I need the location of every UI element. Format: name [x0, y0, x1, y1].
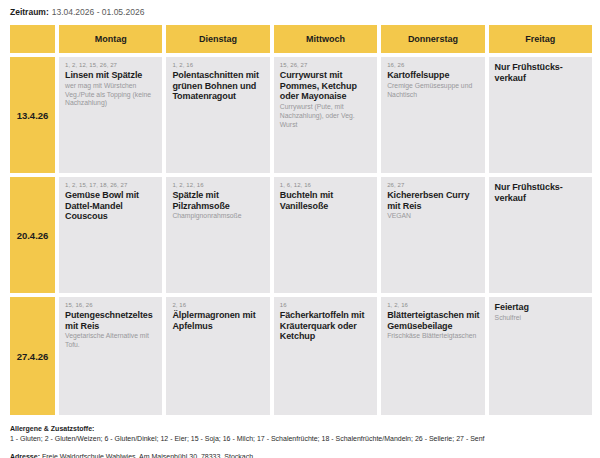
day-header-freitag: Freitag: [489, 25, 592, 53]
address-value: Freie Waldorfschule Wahlwies, Am Maisenb…: [42, 453, 253, 458]
meal-plan-table: Montag Dienstag Mittwoch Donnerstag Frei…: [10, 25, 592, 415]
meal-title: Currywurst mit Pommes, Ketchup oder Mayo…: [280, 70, 372, 102]
allergen-codes: 1, 2, 16: [387, 302, 479, 309]
meal-title: Kichererbsen Curry mit Reis: [387, 190, 479, 211]
allergen-codes: 15, 26, 27: [280, 62, 372, 69]
address-label: Adresse:: [10, 453, 40, 458]
meal-title: Nur Frühstücks-verkauf: [495, 182, 587, 203]
allergen-codes: 1, 2, 12, 15, 26, 27: [65, 62, 157, 69]
meal-note: VEGAN: [387, 212, 479, 221]
meal-cell: 1, 2, 12, 16 Spätzle mit Pilzrahmsoße Ch…: [166, 177, 269, 293]
date-cell: 20.4.26: [10, 177, 55, 293]
allergen-codes: 1, 2, 16: [172, 62, 264, 69]
allergen-codes: 1, 6, 12, 16: [280, 182, 372, 189]
meal-title: Nur Frühstücks-verkauf: [495, 62, 587, 83]
allergen-codes: 16, 26: [387, 62, 479, 69]
meal-cell: Nur Frühstücks-verkauf: [489, 177, 592, 293]
meal-cell: 16 Fächerkartoffeln mit Kräuterquark ode…: [274, 297, 377, 415]
meal-title: Polentaschnitten mit grünen Bohnen und T…: [172, 70, 264, 102]
meal-note: Currywurst (Pute, mit Nachzahlung), oder…: [280, 103, 372, 129]
meal-title: Kartoffelsuppe: [387, 70, 479, 81]
meal-title: Feiertag: [495, 302, 587, 313]
corner-cell: [10, 25, 55, 53]
meal-cell: 1, 6, 12, 16 Buchteln mit Vanillesoße: [274, 177, 377, 293]
address-line: Adresse: Freie Waldorfschule Wahlwies, A…: [10, 452, 592, 458]
allergens-legend: 1 - Gluten; 2 - Gluten/Weizen; 6 - Glute…: [10, 434, 592, 444]
allergen-codes: 15, 16, 26: [65, 302, 157, 309]
meal-cell: 1, 2, 16 Blätterteigtaschen mit Gemüsebe…: [381, 297, 484, 415]
day-header-montag: Montag: [59, 25, 162, 53]
period-line: Zeitraum:13.04.2026 - 01.05.2026: [10, 7, 592, 17]
meal-title: Putengeschnetzeltes mit Reis: [65, 310, 157, 331]
footer: Allergene & Zusatzstoffe: 1 - Gluten; 2 …: [10, 424, 592, 458]
date-cell: 13.4.26: [10, 57, 55, 173]
period-value: 13.04.2026 - 01.05.2026: [52, 7, 145, 17]
meal-title: Fächerkartoffeln mit Kräuterquark oder K…: [280, 310, 372, 342]
meal-title: Gemüse Bowl mit Dattel-Mandel Couscous: [65, 190, 157, 222]
meal-note: Champignonrahmsoße: [172, 212, 264, 221]
day-header-dienstag: Dienstag: [166, 25, 269, 53]
day-header-mittwoch: Mittwoch: [274, 25, 377, 53]
date-cell: 27.4.26: [10, 297, 55, 415]
meal-title: Blätterteigtaschen mit Gemüsebeilage: [387, 310, 479, 331]
meal-note: Cremige Gemüsesuppe und Nachtisch: [387, 82, 479, 100]
allergen-codes: 26, 27: [387, 182, 479, 189]
allergen-codes: 1, 2, 12, 16: [172, 182, 264, 189]
allergen-codes: 16: [280, 302, 372, 309]
meal-title: Älplermagronen mit Apfelmus: [172, 310, 264, 331]
meal-note: Schulfrei: [495, 314, 587, 323]
meal-cell: 1, 2, 15, 17, 18, 26, 27 Gemüse Bowl mit…: [59, 177, 162, 293]
meal-cell: 1, 2, 16 Polentaschnitten mit grünen Boh…: [166, 57, 269, 173]
meal-cell: Feiertag Schulfrei: [489, 297, 592, 415]
meal-cell: 26, 27 Kichererbsen Curry mit Reis VEGAN: [381, 177, 484, 293]
meal-title: Linsen mit Spätzle: [65, 70, 157, 81]
meal-cell: 15, 16, 26 Putengeschnetzeltes mit Reis …: [59, 297, 162, 415]
meal-cell: Nur Frühstücks-verkauf: [489, 57, 592, 173]
meal-cell: 2, 16 Älplermagronen mit Apfelmus: [166, 297, 269, 415]
allergens-heading: Allergene & Zusatzstoffe:: [10, 424, 592, 434]
meal-cell: 16, 26 Kartoffelsuppe Cremige Gemüsesupp…: [381, 57, 484, 173]
allergen-codes: 2, 16: [172, 302, 264, 309]
meal-note: Vegetarische Alternative mit Tofu.: [65, 332, 157, 350]
meal-cell: 15, 26, 27 Currywurst mit Pommes, Ketchu…: [274, 57, 377, 173]
meal-title: Spätzle mit Pilzrahmsoße: [172, 190, 264, 211]
meal-note: Frischkäse Blätterteigtaschen: [387, 332, 479, 341]
meal-note: wer mag mit Würstchen Veg./Pute als Topp…: [65, 82, 157, 108]
day-header-donnerstag: Donnerstag: [381, 25, 484, 53]
allergen-codes: 1, 2, 15, 17, 18, 26, 27: [65, 182, 157, 189]
meal-cell: 1, 2, 12, 15, 26, 27 Linsen mit Spätzle …: [59, 57, 162, 173]
meal-title: Buchteln mit Vanillesoße: [280, 190, 372, 211]
period-label: Zeitraum:: [10, 7, 49, 17]
